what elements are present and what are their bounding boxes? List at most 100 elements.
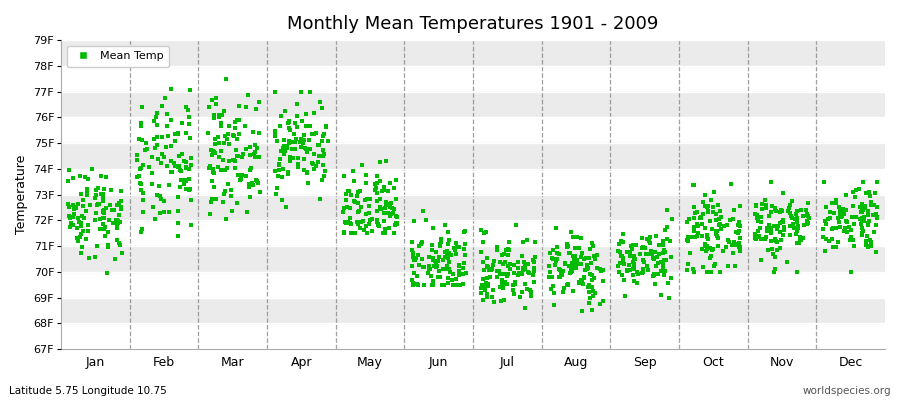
Point [177,181,192,188]
Point [88,194,103,201]
Point [153,193,167,199]
Point [110,225,124,232]
Point [594,268,608,274]
Point [724,181,739,187]
Point [628,256,643,263]
Point [243,152,257,158]
Point [689,209,704,216]
Point [236,151,250,158]
Point [698,241,712,248]
Point [292,139,307,145]
Point [410,273,425,280]
Point [701,236,716,242]
Point [235,153,249,160]
Point [429,261,444,268]
Point [350,220,365,227]
Point [869,249,884,255]
Point [569,265,583,271]
Point [565,253,580,259]
Point [788,216,802,222]
Point [373,178,387,184]
Point [869,178,884,185]
Point [619,268,634,274]
Point [639,251,653,257]
Point [182,165,196,172]
Point [518,304,532,311]
Point [855,200,869,207]
Point [131,172,146,179]
Point [732,228,746,234]
Point [71,201,86,207]
Point [481,280,495,287]
Point [382,224,396,231]
Point [178,177,193,183]
Point [174,168,188,174]
Point [372,222,386,229]
Point [284,127,298,133]
Point [221,140,236,147]
Point [63,223,77,230]
Point [763,225,778,231]
Point [78,236,93,242]
Point [307,130,321,137]
Point [862,242,877,249]
Point [346,197,361,204]
Point [248,141,262,148]
Point [291,154,305,161]
Point [458,252,473,258]
Point [207,115,221,122]
Point [442,266,456,272]
Point [300,148,314,155]
Point [854,221,868,228]
Point [753,256,768,263]
Point [440,251,454,257]
Point [211,134,225,140]
Point [647,271,662,278]
Point [432,268,446,274]
Point [688,269,702,275]
Point [502,247,517,253]
Point [614,253,628,259]
Point [270,138,284,144]
Point [486,287,500,293]
Point [764,226,778,232]
Point [843,269,858,275]
Point [750,212,764,218]
Point [74,230,88,237]
Point [371,222,385,228]
Point [231,131,246,137]
Point [80,188,94,194]
Point [507,270,521,277]
Point [629,280,643,286]
Point [614,238,628,244]
Point [428,262,443,268]
Point [706,247,720,254]
Point [556,289,571,295]
Point [268,129,283,135]
Point [616,231,631,237]
Point [315,104,329,111]
Point [374,188,389,194]
Point [344,221,358,227]
Point [590,251,604,258]
Point [285,155,300,162]
Point [274,113,289,120]
Point [727,240,742,247]
Point [300,168,314,175]
Point [772,220,787,226]
Point [311,142,326,148]
Point [436,282,450,288]
Text: worldspecies.org: worldspecies.org [803,386,891,396]
Point [834,214,849,220]
Point [500,273,515,279]
Point [487,299,501,306]
Point [661,280,675,286]
Point [588,256,602,262]
Point [386,210,400,216]
Point [585,288,599,294]
Point [511,259,526,265]
Point [430,274,445,280]
Point [307,151,321,157]
Point [374,206,388,212]
Point [626,272,640,278]
